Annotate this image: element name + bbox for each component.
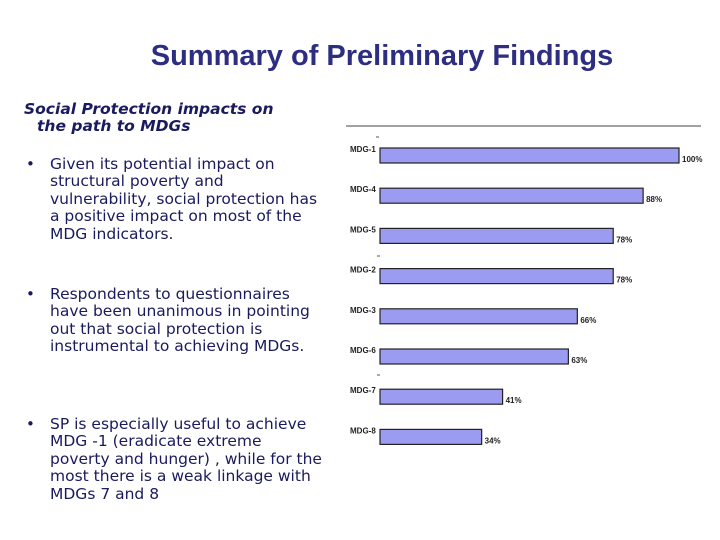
data-label: 41% <box>506 396 522 405</box>
bar-mdg-5 <box>379 227 614 245</box>
bar-mdg-2 <box>379 268 614 285</box>
data-label: 100% <box>682 155 702 164</box>
bullet-item-3: • SP is especially useful to achieve MDG… <box>24 415 324 503</box>
category-label: MDG-2 <box>350 266 376 275</box>
bullet-dot-icon: • <box>26 415 35 433</box>
bar-mdg-4 <box>379 187 644 204</box>
bullet-dot-icon: • <box>26 155 35 173</box>
subtitle-line-1: Social Protection impacts on <box>24 100 274 118</box>
slide-title: Summary of Preliminary Findings <box>150 40 614 72</box>
category-label: MDG-1 <box>350 145 376 154</box>
category-label: MDG-8 <box>350 426 376 435</box>
category-label: MDG-7 <box>350 386 376 395</box>
data-label: 78% <box>616 276 632 285</box>
bar-mdg-1 <box>379 147 680 164</box>
bullet-text-2: Respondents to questionnaires have been … <box>50 285 310 356</box>
category-label: MDG-4 <box>350 185 376 194</box>
bar-mdg-7 <box>379 388 504 405</box>
category-label: MDG-3 <box>350 306 376 315</box>
bar-mdg-6 <box>379 348 569 365</box>
category-label: MDG-6 <box>350 346 376 355</box>
bullet-text-3: SP is especially useful to achieve MDG -… <box>50 415 322 503</box>
bullet-dot-icon: • <box>26 285 35 303</box>
bullet-text-1: Given its potential impact on structural… <box>50 155 318 243</box>
data-label: 66% <box>580 316 596 325</box>
bar-mdg-3 <box>379 308 578 325</box>
data-label: 88% <box>646 195 662 204</box>
data-label: 63% <box>571 356 587 365</box>
subtitle-line-2: the path to MDGs <box>37 117 191 135</box>
mdg-bar-chart: MDG-1 100% MDG-4 88% MDG-5 78% MDG-2 78% MDG-3 66… <box>346 125 702 445</box>
bar-mdg-8 <box>379 428 483 445</box>
bullet-item-1: • Given its potential impact on structur… <box>24 155 324 243</box>
category-label: MDG-5 <box>350 225 376 234</box>
bullet-item-2: • Respondents to questionnaires have bee… <box>24 285 324 356</box>
slide-subtitle: Social Protection impacts on the path to… <box>24 101 324 135</box>
data-label: 78% <box>616 235 632 244</box>
data-label: 34% <box>485 436 501 445</box>
